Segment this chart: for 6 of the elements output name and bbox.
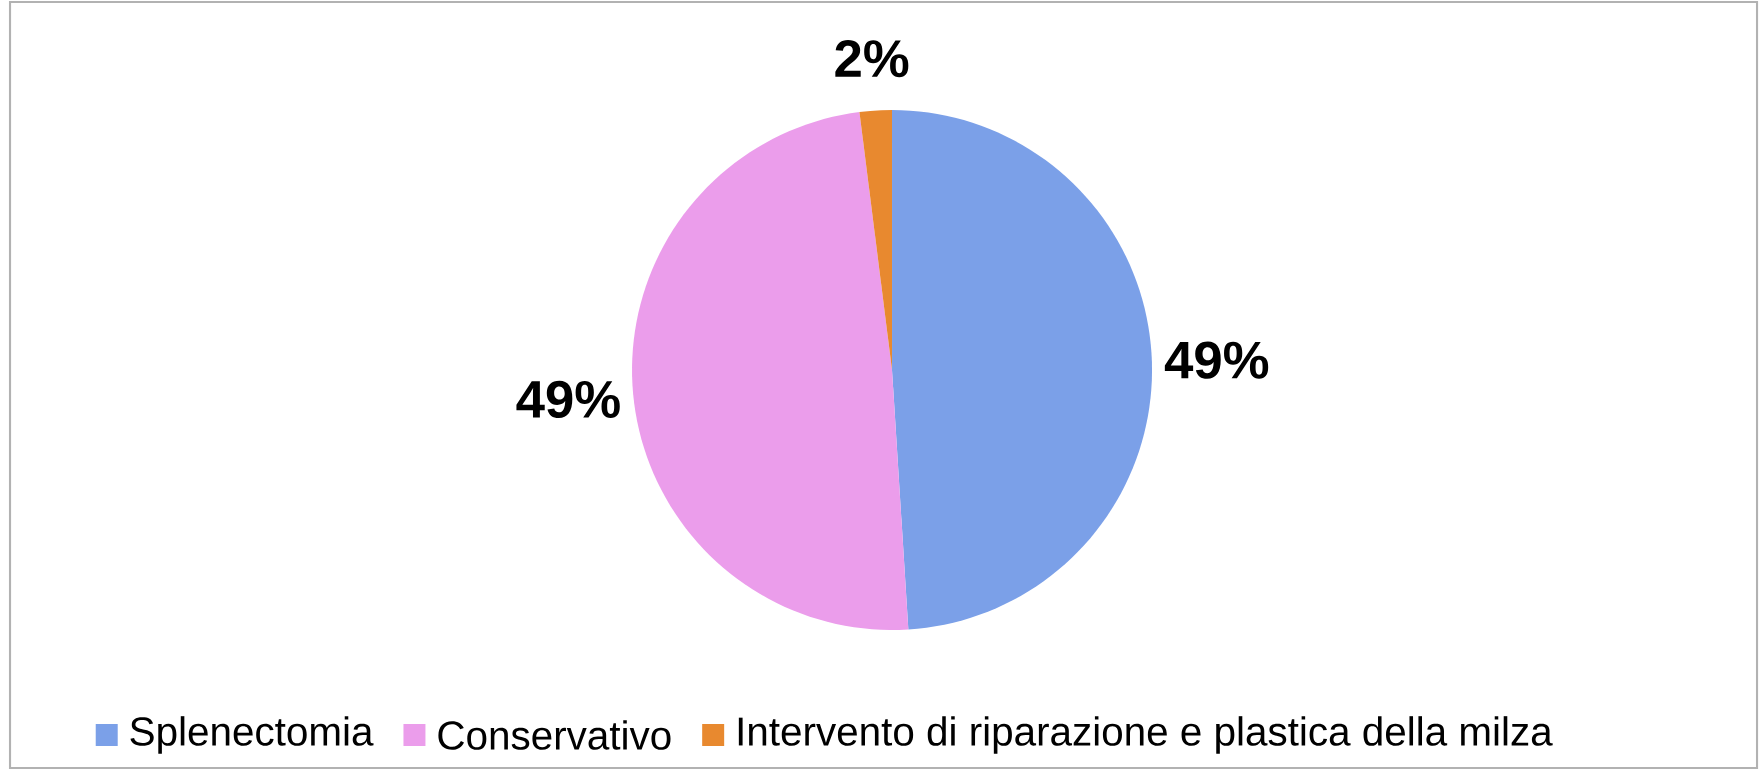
- data-label: 49%: [516, 380, 620, 419]
- data-label: 49%: [1164, 341, 1269, 379]
- data-label: 2%: [835, 39, 909, 78]
- legend-label: Conservativo: [438, 720, 671, 750]
- legend-label: Splenectomia: [130, 716, 374, 754]
- legend-label: Intervento di riparazione e plastica della milza: [738, 716, 1553, 754]
